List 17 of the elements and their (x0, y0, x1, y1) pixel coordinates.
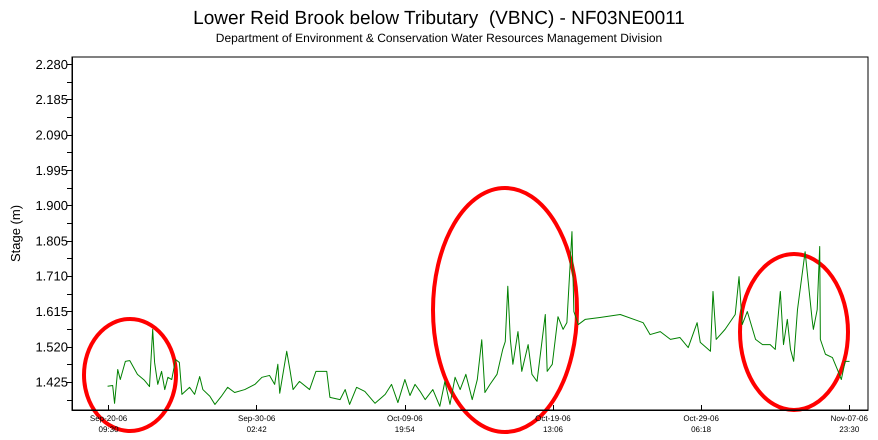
y-tick-label: 1.805 (35, 233, 68, 248)
chart-subtitle: Department of Environment & Conservation Water Resources Management Division (216, 31, 662, 45)
x-tick-label: Nov-07-06 23:30 (830, 414, 868, 434)
y-tick-label: 2.185 (35, 92, 68, 108)
y-tick-label: 1.710 (35, 268, 68, 284)
x-tick-label: Sep-30-06 02:42 (238, 414, 276, 434)
x-tick-label: Oct-09-06 19:54 (387, 414, 424, 434)
y-tick-label: 1.615 (35, 304, 68, 320)
y-tick-label: 1.995 (35, 162, 68, 178)
y-axis-title: Stage (m) (8, 204, 23, 262)
y-tick-label: 1.520 (35, 339, 68, 354)
y-tick-label: 2.090 (35, 128, 68, 143)
y-tick-label: 1.900 (35, 198, 68, 214)
y-tick-label: 1.425 (35, 374, 68, 390)
chart-title: Lower Reid Brook below Tributary (VBNC) - NF03NE0011 (193, 8, 685, 29)
y-tick-label: 2.280 (35, 56, 68, 72)
x-tick-label: Oct-29-06 06:18 (683, 414, 720, 434)
